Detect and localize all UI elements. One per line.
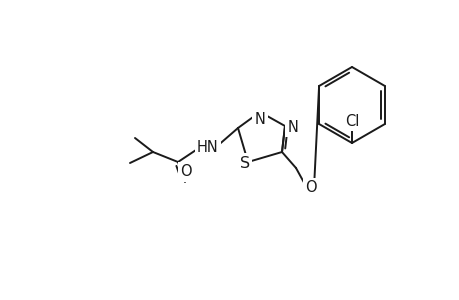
Text: O: O xyxy=(180,164,191,179)
Text: S: S xyxy=(240,155,250,170)
Text: O: O xyxy=(304,181,316,196)
Text: N: N xyxy=(287,119,298,134)
Text: HN: HN xyxy=(197,140,218,155)
Text: N: N xyxy=(254,112,265,128)
Text: Cl: Cl xyxy=(344,113,358,128)
